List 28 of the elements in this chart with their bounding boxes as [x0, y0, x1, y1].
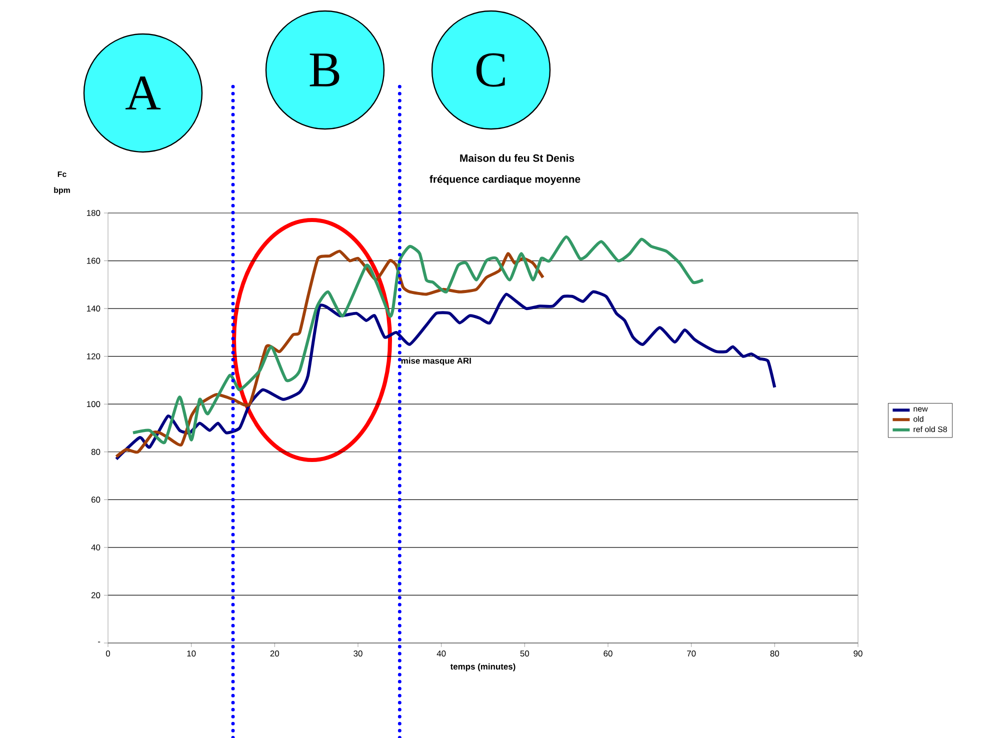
chart-subtitle: fréquence cardiaque moyenne [430, 175, 580, 185]
x-tick-label: 90 [854, 650, 862, 657]
x-tick-label: 10 [187, 650, 196, 657]
y-tick-label: 160 [86, 258, 100, 264]
x-tick-label: 20 [270, 650, 280, 657]
x-tick-label: 70 [687, 650, 696, 657]
annotation: mise masque ARI [401, 358, 471, 366]
y-tick-label: 80 [91, 448, 100, 455]
y-tick-label: 120 [86, 353, 100, 360]
x-tick-label: 50 [520, 650, 530, 657]
x-tick-label: 60 [604, 650, 612, 657]
y-tick-label: 180 [86, 210, 100, 216]
y-tick-label: 140 [86, 306, 100, 312]
line-series [132, 235, 705, 444]
chart-title: Maison du feu St Denis [460, 154, 574, 162]
x-tick-label: 0 [106, 650, 110, 657]
y-tick-label: 20 [91, 592, 100, 598]
x-tick-label: 80 [770, 650, 780, 657]
x-axis-title: temps (minutes) [450, 663, 516, 672]
x-tick-label: 40 [436, 650, 446, 657]
text: B [310, 54, 340, 86]
text: A [126, 76, 161, 110]
x-tick-label: 30 [354, 650, 362, 657]
line-series [114, 290, 776, 461]
y-tick-label: 100 [86, 401, 100, 408]
y-tick-label: 60 [92, 496, 100, 503]
text: C [476, 53, 505, 87]
y-tick-label: 40 [91, 544, 100, 550]
